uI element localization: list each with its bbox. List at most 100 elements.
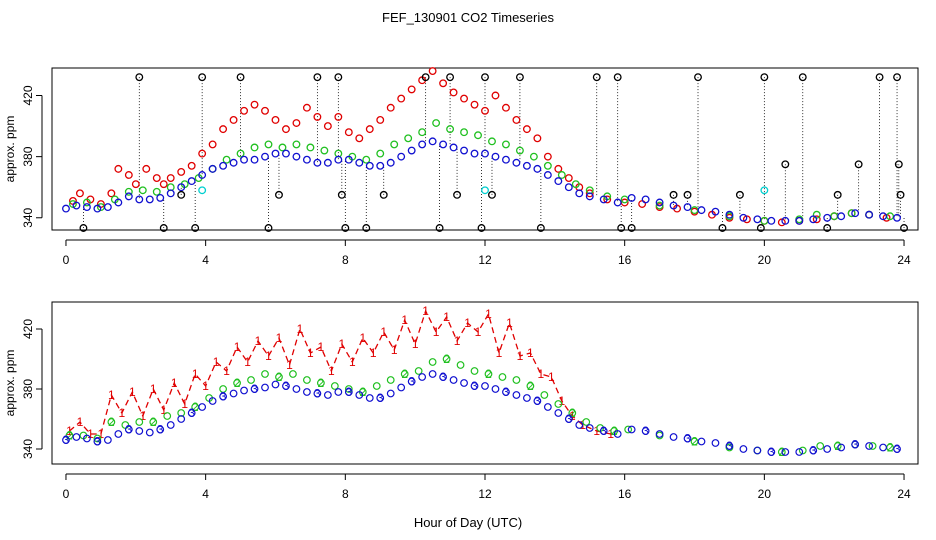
blue-point (543, 171, 552, 179)
red-marker-label: 1 (349, 355, 356, 369)
red-marker-label: 1 (87, 427, 94, 441)
black-point (756, 224, 765, 232)
blue-point (893, 445, 901, 453)
red-point (313, 112, 322, 121)
red-point (502, 103, 510, 112)
green-point (470, 367, 479, 375)
x-tick-label: 12 (478, 487, 492, 501)
x-tick-label: 8 (342, 253, 349, 267)
red-marker-label: 1 (286, 358, 293, 372)
red-marker-label: 1 (129, 385, 136, 399)
red-marker-label: 1 (108, 388, 115, 402)
x-tick-label: 12 (478, 253, 492, 267)
y-tick-label: 420 (21, 85, 35, 105)
green-marker-label: 2 (569, 406, 576, 420)
green-point (152, 187, 161, 196)
black-point (159, 224, 168, 232)
red-marker-label: 1 (98, 427, 105, 441)
red-point (250, 100, 259, 109)
green-point (456, 361, 465, 369)
black-point (379, 190, 388, 199)
blue-point (292, 152, 301, 161)
black-point (488, 190, 496, 199)
blue-point (72, 201, 81, 210)
blue-marker-label: 3 (377, 391, 384, 405)
blue-point (418, 373, 427, 381)
green-point (868, 442, 877, 450)
blue-point (198, 403, 207, 411)
green-point (655, 201, 664, 210)
blue-point (386, 158, 395, 167)
blue-point (344, 155, 353, 164)
blue-point (323, 391, 332, 399)
blue-point (365, 161, 374, 170)
green-point (526, 382, 535, 390)
y-tick-label: 420 (21, 319, 35, 339)
blue-marker-label: 3 (565, 412, 572, 426)
red-point (481, 106, 489, 115)
blue-point (334, 388, 343, 396)
black-point (275, 190, 283, 199)
blue-point (187, 409, 196, 417)
black-point (236, 73, 245, 82)
blue-point (683, 203, 692, 212)
blue-marker-label: 3 (810, 444, 817, 458)
y-axis-label: approx. ppm (3, 350, 17, 417)
green-point (149, 418, 158, 426)
blue-point (481, 149, 489, 158)
blue-point (229, 158, 238, 167)
green-point (222, 155, 231, 164)
red-point (152, 174, 161, 182)
red-point (603, 195, 612, 204)
green-point (390, 140, 399, 149)
green-point (344, 385, 353, 393)
blue-point (208, 164, 217, 173)
red-point (470, 100, 479, 109)
blue-point (355, 158, 364, 167)
blue-point (62, 204, 70, 213)
cyan-point (198, 186, 207, 195)
blue-point (135, 195, 144, 204)
green-point (320, 146, 329, 155)
green-point (798, 446, 807, 455)
blue-point (135, 427, 144, 435)
red-series-line (69, 309, 611, 435)
green-marker-label: 2 (150, 415, 157, 429)
red-marker-label: 1 (192, 367, 199, 381)
green-point (460, 128, 468, 137)
blue-point (282, 149, 290, 158)
blue-point (271, 380, 280, 389)
y-tick-label: 340 (21, 207, 35, 227)
black-point (435, 224, 444, 232)
blue-point (641, 195, 650, 204)
black-point (798, 73, 807, 82)
x-tick-label: 0 (63, 253, 70, 267)
x-tick-label: 8 (342, 487, 349, 501)
green-point (830, 212, 839, 221)
red-marker-label: 1 (527, 346, 534, 360)
green-point (289, 370, 297, 378)
blue-point (837, 212, 846, 221)
red-marker-label: 1 (412, 337, 419, 351)
blue-point (669, 433, 678, 441)
black-point (900, 224, 908, 232)
blue-point (365, 394, 374, 402)
blue-point (491, 385, 500, 393)
blue-marker-label: 3 (94, 435, 101, 449)
green-point (474, 131, 482, 140)
red-point (159, 180, 168, 189)
blue-marker-label: 3 (283, 379, 290, 393)
blue-point (481, 382, 489, 390)
black-point (341, 224, 350, 232)
blue-point (781, 216, 790, 225)
red-point (142, 164, 151, 173)
blue-point (261, 152, 269, 161)
blue-point (512, 391, 521, 399)
green-point (400, 370, 409, 378)
black-point (896, 190, 905, 199)
red-marker-label: 1 (66, 424, 73, 438)
blue-marker-label: 3 (471, 379, 478, 393)
red-point (198, 149, 207, 158)
x-tick-label: 16 (618, 487, 632, 501)
